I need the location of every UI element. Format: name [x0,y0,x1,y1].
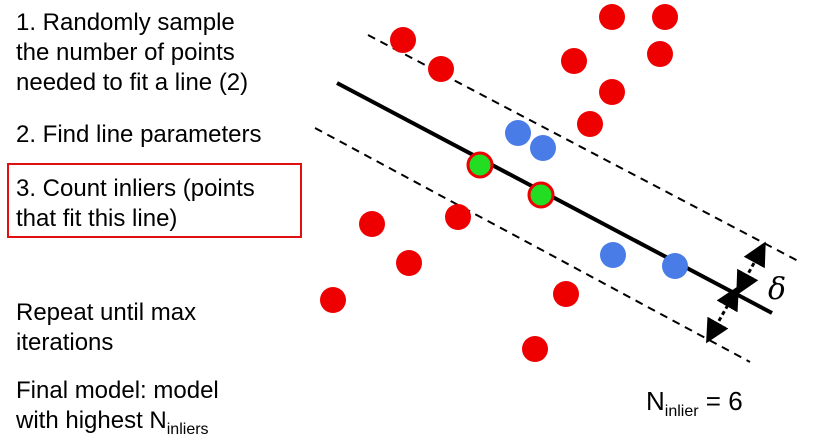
outlier-point [390,27,416,53]
final-line-2: with highest Ninliers [16,406,219,445]
inlier-point [600,242,626,268]
outlier-point [522,336,548,362]
repeat-line-2: iterations [16,329,114,356]
step-1-text: 1. Randomly sample the number of points … [16,8,248,98]
repeat-line-1: Repeat until max [16,299,197,326]
final-model-text: Final model: model with highest Ninliers [16,376,219,445]
outlier-point [396,250,422,276]
inlier-point [662,253,688,279]
outlier-point [652,4,678,30]
outlier-point [553,281,579,307]
inlier-count-label: Ninlier = 6 [646,386,743,427]
outlier-point [599,4,625,30]
fitted-line [336,81,773,315]
outlier-point [428,56,454,82]
outlier-point [647,41,673,67]
outlier-point [359,211,385,237]
outlier-point [445,204,471,230]
inlier-points [505,120,688,279]
final-line-1: Final model: model [16,377,219,404]
count-suffix: = 6 [698,386,743,416]
sampled-point [527,181,555,209]
lower-threshold-line [314,127,751,363]
repeat-text: Repeat until max iterations [16,298,196,358]
count-subscript: inlier [664,403,699,420]
outlier-point [599,79,625,105]
sampled-points [466,151,555,209]
step-3-line-2: that fit this line) [16,205,178,232]
step-3-text: 3. Count inliers (points that fit this l… [16,174,255,234]
delta-arrow-lower [706,285,739,344]
step-3-line-1: 3. Count inliers (points [16,175,255,202]
upper-threshold-line [367,34,801,263]
outlier-point [561,48,587,74]
inlier-point [530,135,556,161]
step-2-text: 2. Find line parameters [16,121,262,148]
step-1-line-1: 1. Randomly sample [16,9,235,36]
count-prefix: N [646,386,665,416]
outlier-points [320,4,678,362]
step-3-highlight-box [7,163,302,238]
inlier-point [505,120,531,146]
step-1-line-2: the number of points [16,39,235,66]
outlier-point [577,111,603,137]
final-line-2-prefix: with highest N [16,407,167,434]
step-1-line-3: needed to fit a line (2) [16,69,249,96]
delta-arrow-upper [736,241,766,296]
sampled-point [466,151,494,179]
final-line-2-subscript: inliers [166,421,209,438]
outlier-point [320,287,346,313]
delta-symbol: δ [768,272,787,307]
